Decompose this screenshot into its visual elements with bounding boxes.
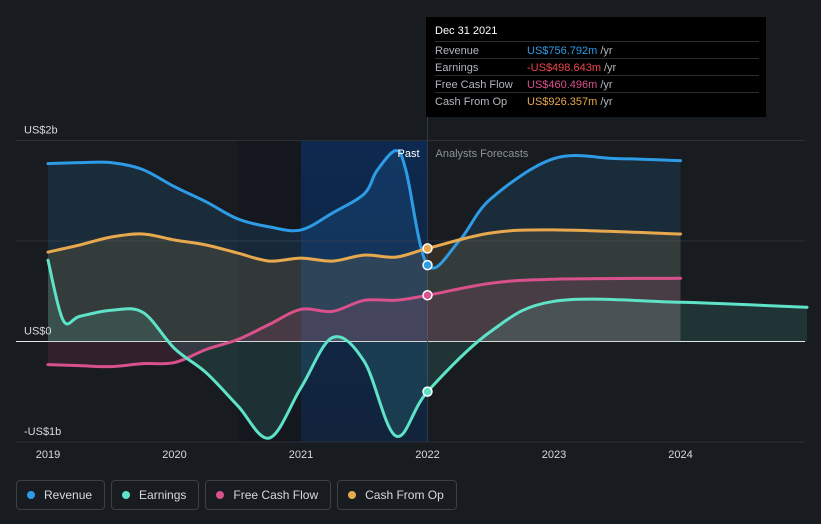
series-line-cash-from-op — [46, 228, 682, 263]
tooltip-value: US$926.357m/yr — [527, 96, 613, 108]
tooltip-label: Free Cash Flow — [435, 79, 513, 91]
data-point-earnings — [422, 386, 433, 397]
legend-dot-icon — [27, 491, 35, 499]
legend-dot-icon — [348, 491, 357, 499]
y-tick-label: -US$1b — [24, 426, 61, 438]
tooltip-label: Earnings — [435, 62, 479, 74]
series-area-earnings — [48, 260, 807, 439]
x-tick-label: 2023 — [542, 449, 566, 461]
tooltip-row-free-cash-flow: Free Cash Flow US$460.496m/yr — [435, 75, 759, 93]
tooltip-value: US$460.496m/yr — [527, 79, 613, 91]
legend-item-free-cash-flow[interactable]: Free Cash Flow — [205, 480, 332, 510]
legend-label: Earnings — [139, 488, 187, 502]
legend-label: Free Cash Flow — [233, 488, 319, 502]
past-highlight — [301, 140, 428, 442]
legend-label: Revenue — [44, 488, 93, 502]
x-tick-label: 2021 — [289, 449, 313, 461]
series-area-revenue — [48, 150, 681, 342]
data-point-cash-from-op — [422, 243, 433, 254]
data-point-revenue — [422, 259, 433, 271]
tooltip-row-cash-from-op: Cash From Op US$926.357m/yr — [435, 92, 759, 110]
x-tick-label: 2022 — [415, 449, 439, 461]
data-point-free-cash-flow — [422, 290, 433, 301]
legend-item-cash-from-op[interactable]: Cash From Op — [337, 480, 457, 510]
legend-label: Cash From Op — [365, 488, 444, 502]
series-line-earnings — [46, 258, 809, 440]
tooltip-label: Revenue — [435, 45, 480, 57]
tooltip-row-earnings: Earnings -US$498.643m/yr — [435, 58, 759, 76]
series-area-cash-from-op — [48, 229, 681, 342]
chart-legend: Revenue Earnings Free Cash Flow Cash Fro… — [16, 480, 457, 510]
forecast-label: Analysts Forecasts — [436, 148, 529, 160]
x-tick-label: 2019 — [36, 449, 60, 461]
series-line-revenue — [46, 149, 682, 270]
data-tooltip: Dec 31 2021 Revenue US$756.792m/yr Earni… — [426, 17, 766, 117]
legend-dot-icon — [216, 491, 225, 499]
tooltip-row-revenue: Revenue US$756.792m/yr — [435, 41, 759, 59]
y-tick-label: US$0 — [24, 326, 52, 338]
legend-item-earnings[interactable]: Earnings — [111, 480, 200, 510]
tooltip-label: Cash From Op — [435, 96, 508, 108]
tooltip-date: Dec 31 2021 — [435, 25, 498, 37]
tooltip-value: US$756.792m/yr — [527, 45, 613, 57]
series-line-free-cash-flow — [46, 276, 682, 369]
past-label: Past — [397, 148, 419, 160]
tooltip-value: -US$498.643m/yr — [527, 62, 617, 74]
x-tick-label: 2020 — [162, 449, 186, 461]
series-area-free-cash-flow — [48, 278, 681, 367]
y-tick-label: US$2b — [24, 125, 58, 137]
legend-item-revenue[interactable]: Revenue — [16, 480, 106, 510]
x-tick-label: 2024 — [668, 449, 692, 461]
legend-dot-icon — [122, 491, 131, 499]
past-shade — [237, 140, 301, 442]
